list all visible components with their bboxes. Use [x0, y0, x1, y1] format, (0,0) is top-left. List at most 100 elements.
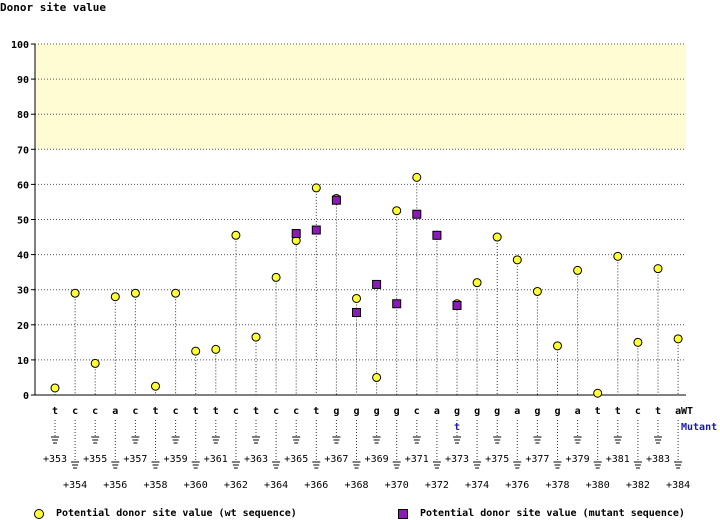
wt-base-label: c [293, 406, 299, 417]
y-tick-label: 50 [17, 216, 29, 227]
wt-point [392, 206, 402, 216]
wt-point [251, 332, 261, 342]
wt-base-label: c [635, 406, 641, 417]
position-label: +383 [646, 454, 670, 465]
wt-base-label: t [52, 406, 58, 417]
wt-point [372, 372, 382, 382]
wt-point [70, 288, 80, 298]
position-label: +369 [365, 454, 389, 465]
legend-label-wt: Potential donor site value (wt sequence) [56, 508, 297, 519]
gridlines [31, 43, 686, 396]
wt-base-label: t [655, 406, 661, 417]
position-label: +370 [385, 480, 409, 491]
wt-base-label: t [615, 406, 621, 417]
y-tick-label: 90 [17, 75, 29, 86]
position-label: +375 [485, 454, 509, 465]
wt-base-label: t [253, 406, 259, 417]
mutant-row-label: Mutant [681, 422, 717, 433]
position-label: +367 [324, 454, 348, 465]
position-label: +361 [204, 454, 228, 465]
wt-base-label: t [193, 406, 199, 417]
wt-base-label: g [494, 406, 500, 417]
mutant-point [412, 209, 422, 219]
y-tick-label: 30 [17, 286, 29, 297]
y-tick-label: 100 [11, 40, 29, 51]
wt-point [211, 344, 221, 354]
base-labels: t c c a c t c t t c t c c t g g g g c a g g g a g g a t t c t at [52, 406, 681, 433]
wt-point [673, 334, 683, 344]
position-labels: +353 +354 +355 +356 +357 +358 +359 +360 +361 +362… [43, 454, 690, 491]
wt-point [271, 272, 281, 282]
wt-point [633, 337, 643, 347]
y-tick-label: 10 [17, 356, 29, 367]
mutant-point [372, 279, 382, 289]
wt-base-label: c [72, 406, 78, 417]
position-label: +354 [63, 480, 87, 491]
wt-base-label: g [394, 406, 400, 417]
wt-base-label: c [92, 406, 98, 417]
wt-base-label: g [554, 406, 560, 417]
wt-base-label: c [173, 406, 179, 417]
wt-base-label: c [414, 406, 420, 417]
wt-base-label: g [333, 406, 339, 417]
wt-point [130, 288, 140, 298]
y-tick-label: 80 [17, 110, 29, 121]
y-tick-label: 0 [23, 391, 29, 402]
wt-base-label: a [434, 406, 440, 417]
position-label: +384 [666, 480, 690, 491]
wt-base-label: a [675, 406, 681, 417]
position-label: +380 [586, 480, 610, 491]
mutant-point [311, 225, 321, 235]
wt-base-label: g [353, 406, 359, 417]
wt-point [171, 288, 181, 298]
mutant-point [352, 308, 361, 318]
wt-base-label: g [474, 406, 480, 417]
position-label: +371 [405, 454, 429, 465]
mutant-series [291, 195, 462, 318]
wt-point [613, 251, 623, 261]
wt-base-label: g [454, 406, 460, 417]
wt-base-label: t [152, 406, 158, 417]
wt-point [191, 346, 201, 356]
position-label: +363 [244, 454, 268, 465]
highlight-band [35, 44, 686, 150]
wt-base-label: g [534, 406, 540, 417]
wt-series [50, 172, 683, 398]
wt-point [90, 358, 100, 368]
y-tick-label: 60 [17, 180, 29, 191]
y-tick-labels: 0 10 20 30 40 50 60 70 80 90 100 [11, 40, 29, 402]
position-label: +381 [606, 454, 630, 465]
position-label: +374 [465, 480, 489, 491]
position-label: +365 [284, 454, 308, 465]
position-label: +382 [626, 480, 650, 491]
mutant-point [452, 300, 462, 310]
y-tick-label: 40 [17, 251, 29, 262]
position-label: +355 [83, 454, 107, 465]
square-marker-icon [398, 508, 408, 519]
wt-base-label: c [273, 406, 279, 417]
wt-base-label: c [233, 406, 239, 417]
position-label: +359 [164, 454, 188, 465]
y-tick-label: 20 [17, 321, 29, 332]
wt-point [352, 293, 361, 303]
legend-label-mutant: Potential donor site value (mutant seque… [420, 508, 685, 519]
ground-symbols [51, 420, 683, 469]
position-label: +353 [43, 454, 67, 465]
wt-point [151, 381, 160, 391]
position-label: +372 [425, 480, 449, 491]
wt-row-label: WT [681, 406, 693, 417]
position-label: +376 [505, 480, 529, 491]
wt-point [573, 265, 583, 275]
wt-point [50, 383, 60, 393]
position-label: +360 [184, 480, 208, 491]
wt-point [512, 255, 522, 265]
wt-point [653, 264, 663, 274]
wt-base-label: t [595, 406, 601, 417]
wt-point [472, 278, 482, 288]
position-label: +368 [344, 480, 368, 491]
position-label: +379 [566, 454, 590, 465]
mutant-point [432, 230, 442, 240]
position-label: +373 [445, 454, 469, 465]
mutant-point [392, 299, 402, 309]
